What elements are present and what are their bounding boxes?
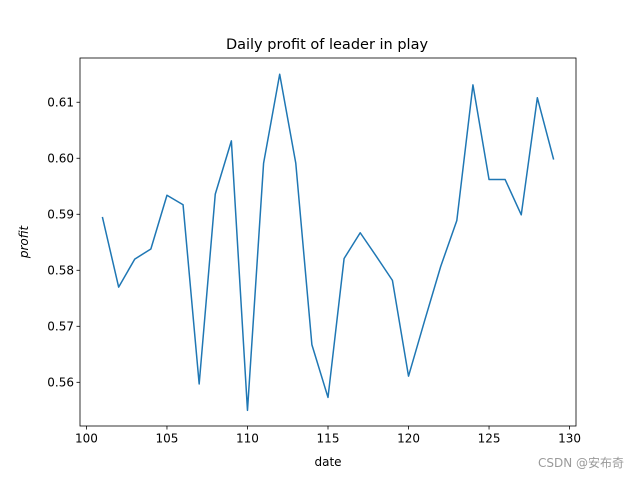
y-axis-ticks: 0.56 0.57 0.58 0.59 0.60 0.61 (47, 95, 80, 390)
x-tick-label: 110 (236, 432, 259, 446)
watermark: CSDN @安布奇 (538, 455, 624, 470)
y-tick-label: 0.57 (47, 319, 74, 333)
x-tick-label: 115 (317, 432, 340, 446)
profit-series-line (101, 73, 555, 412)
y-tick-label: 0.56 (47, 376, 74, 390)
x-axis-label: date (314, 455, 341, 469)
chart-title: Daily profit of leader in play (226, 37, 429, 53)
y-axis-label: profit (17, 225, 31, 260)
x-axis-ticks: 100 105 110 115 120 125 130 (75, 426, 581, 446)
y-tick-label: 0.61 (47, 95, 74, 109)
y-tick-label: 0.60 (47, 151, 74, 165)
x-tick-label: 120 (397, 432, 420, 446)
x-tick-label: 100 (75, 432, 98, 446)
x-tick-label: 125 (478, 432, 501, 446)
y-tick-label: 0.58 (47, 263, 74, 277)
x-tick-label: 105 (156, 432, 179, 446)
x-tick-label: 130 (558, 432, 581, 446)
y-tick-label: 0.59 (47, 207, 74, 221)
